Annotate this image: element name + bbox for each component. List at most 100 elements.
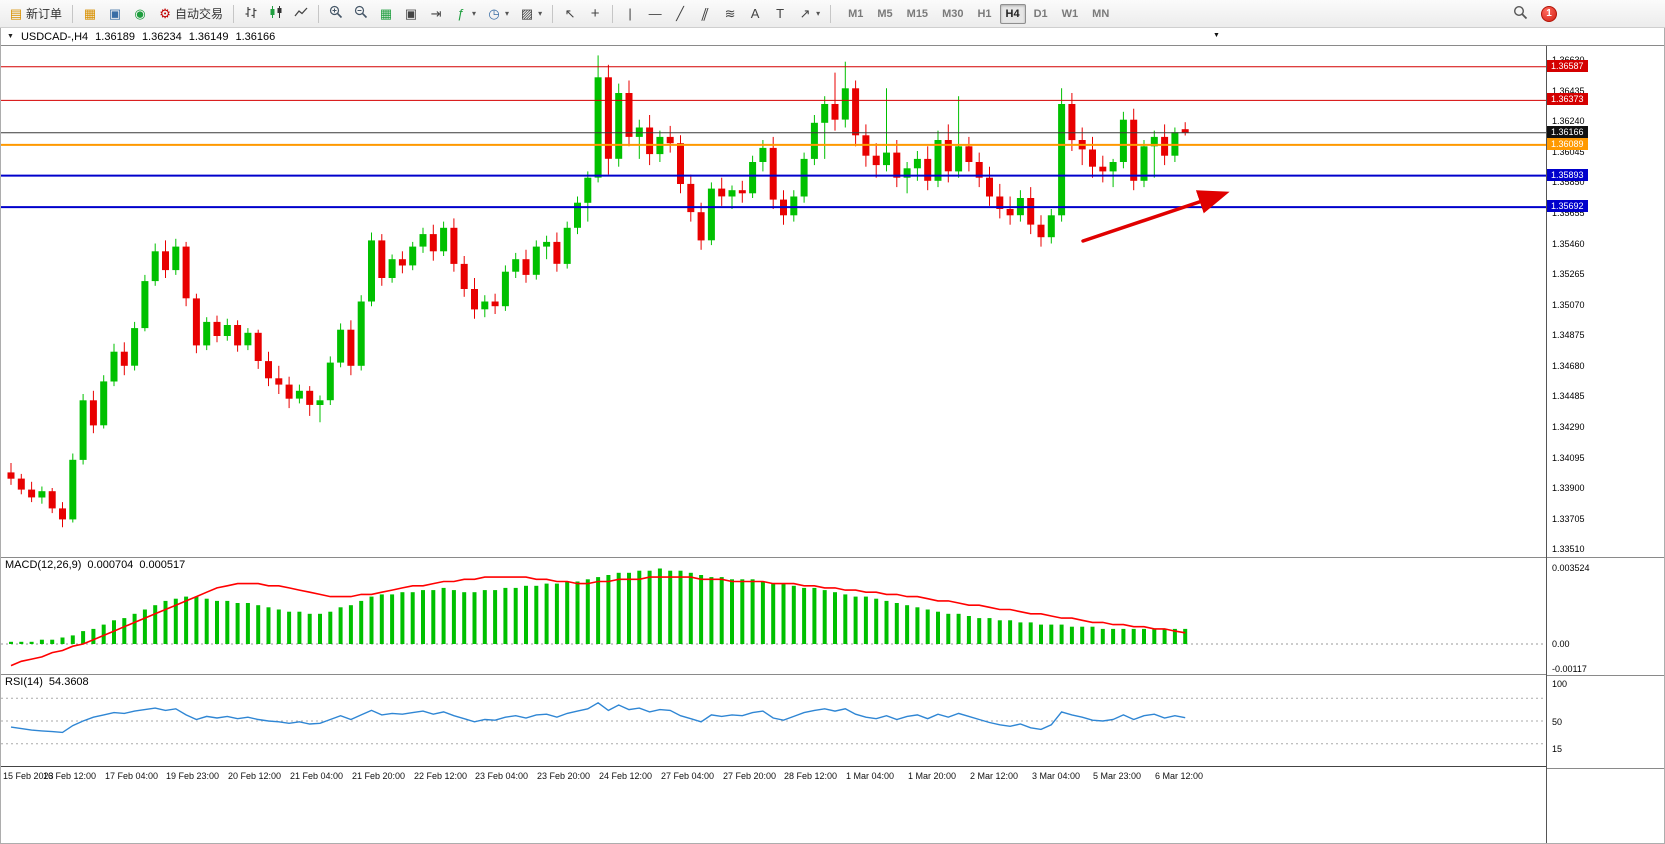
pane-separator bbox=[1547, 557, 1664, 558]
price-badge: 1.36587 bbox=[1547, 59, 1588, 72]
time-axis-label: 27 Feb 20:00 bbox=[723, 771, 777, 781]
pane-separator bbox=[1547, 675, 1664, 676]
macd-name: MACD(12,26,9) bbox=[5, 559, 82, 571]
cursor-button[interactable]: ↖ bbox=[558, 3, 582, 25]
arrows-tool-button[interactable]: ↗ ▾ bbox=[793, 3, 825, 25]
chart-open-value: 1.36189 bbox=[95, 30, 135, 43]
timeframe-m15[interactable]: M15 bbox=[901, 4, 934, 24]
tile-windows-icon: ▦ bbox=[379, 5, 393, 21]
macd-pane[interactable]: MACD(12,26,9) 0.000704 0.000517 bbox=[1, 557, 1546, 674]
chart-close-value: 1.36166 bbox=[235, 30, 276, 43]
candlestick-chart-button[interactable] bbox=[264, 3, 288, 25]
time-axis-label: 1 Mar 20:00 bbox=[908, 771, 957, 781]
chart-window: ▼ USDCAD-,H4 1.36189 1.36234 1.36149 1.3… bbox=[0, 28, 1665, 844]
time-axis-label: 6 Mar 12:00 bbox=[1155, 771, 1204, 781]
time-axis-label: 21 Feb 04:00 bbox=[290, 771, 344, 781]
rsi-axis-label: 100 bbox=[1552, 679, 1568, 689]
price-tick-label: 1.35265 bbox=[1552, 269, 1585, 280]
notification-badge[interactable]: 1 bbox=[1541, 5, 1557, 22]
auto-trading-button[interactable]: ⚙ 自动交易 bbox=[153, 3, 228, 25]
timeframe-d1[interactable]: D1 bbox=[1028, 4, 1054, 24]
chart-shift-icon: ⇥ bbox=[430, 5, 442, 21]
timeframe-h1[interactable]: H1 bbox=[971, 4, 997, 24]
tile-windows-button[interactable]: ▦ bbox=[374, 3, 398, 25]
price-tick-label: 1.34485 bbox=[1552, 391, 1585, 402]
timeframe-m30[interactable]: M30 bbox=[936, 4, 969, 24]
indicators-button[interactable]: ƒ ▾ bbox=[449, 3, 481, 25]
new-order-button[interactable]: ▤ 新订单 bbox=[4, 3, 67, 25]
toolbar-separator bbox=[318, 4, 320, 23]
horizontal-line-icon: — bbox=[648, 5, 662, 21]
rsi-pane[interactable]: RSI(14) 54.3608 bbox=[1, 674, 1546, 766]
data-window-button[interactable]: ▣ bbox=[103, 3, 127, 25]
timeframe-w1[interactable]: W1 bbox=[1056, 4, 1085, 24]
rsi-value: 54.3608 bbox=[48, 676, 89, 688]
candles bbox=[7, 55, 1189, 528]
search-button[interactable] bbox=[1508, 3, 1533, 25]
price-badge: 1.35893 bbox=[1547, 168, 1588, 181]
time-axis-label: 23 Feb 04:00 bbox=[475, 771, 529, 781]
candlestick-chart-icon bbox=[269, 5, 283, 22]
horizontal-level-lines[interactable] bbox=[1, 66, 1546, 209]
time-axis-label: 5 Mar 23:00 bbox=[1093, 771, 1142, 781]
time-axis-label: 19 Feb 23:00 bbox=[166, 771, 220, 781]
market-watch-button[interactable]: ▦ bbox=[78, 3, 102, 25]
trendline-button[interactable]: ╱ bbox=[668, 3, 692, 25]
indicators-icon: ƒ bbox=[457, 5, 465, 21]
price-pane[interactable] bbox=[1, 46, 1546, 557]
price-tick-label: 1.36045 bbox=[1552, 146, 1585, 157]
fibonacci-button[interactable]: ≋ bbox=[718, 3, 742, 25]
toolbar-separator bbox=[552, 4, 554, 23]
header-expand-icon[interactable]: ▼ bbox=[7, 33, 14, 40]
rsi-name: RSI(14) bbox=[5, 676, 43, 688]
channel-button[interactable]: ∥ bbox=[693, 3, 717, 25]
toolbar-separator bbox=[72, 4, 74, 23]
crosshair-icon: + bbox=[590, 4, 600, 22]
chart-low-value: 1.36149 bbox=[188, 30, 229, 43]
time-axis-label: 2 Mar 12:00 bbox=[970, 771, 1019, 781]
rsi-axis-label: 50 bbox=[1552, 717, 1563, 727]
timeframe-mn[interactable]: MN bbox=[1086, 4, 1115, 24]
dropdown-arrow-icon: ▾ bbox=[505, 9, 510, 18]
price-axis[interactable]: 1.366301.364351.362401.360451.358501.356… bbox=[1546, 46, 1664, 843]
label-tool-button[interactable]: T bbox=[768, 3, 792, 25]
trend-arrow-annotation[interactable] bbox=[1081, 190, 1230, 243]
bar-chart-button[interactable] bbox=[239, 3, 263, 25]
time-axis-label: 21 Feb 20:00 bbox=[352, 771, 406, 781]
text-tool-button[interactable]: A bbox=[743, 3, 767, 25]
chart-shift-marker[interactable]: ▼ bbox=[1213, 32, 1220, 39]
timeframe-m1[interactable]: M1 bbox=[842, 4, 869, 24]
time-axis-label: 16 Feb 12:00 bbox=[43, 771, 97, 781]
periods-button[interactable]: ◷ ▾ bbox=[482, 3, 514, 25]
timeframe-h4[interactable]: H4 bbox=[999, 3, 1026, 24]
price-badge: 1.36089 bbox=[1547, 137, 1588, 150]
zoom-in-button[interactable] bbox=[324, 3, 348, 25]
trendline-icon: ╱ bbox=[676, 5, 684, 21]
macd-axis-label: 0.003524 bbox=[1552, 563, 1590, 573]
rsi-axis-label: 15 bbox=[1552, 743, 1563, 754]
cascade-windows-icon: ▣ bbox=[404, 5, 418, 21]
chart-panes: MACD(12,26,9) 0.000704 0.000517 RSI(14) … bbox=[1, 46, 1546, 843]
price-tick-label: 1.34095 bbox=[1552, 452, 1585, 463]
horizontal-line-button[interactable]: — bbox=[643, 3, 667, 25]
cascade-windows-button[interactable]: ▣ bbox=[399, 3, 423, 25]
line-chart-button[interactable] bbox=[289, 3, 313, 25]
price-tick-label: 1.36435 bbox=[1552, 85, 1585, 96]
chart-shift-button[interactable]: ⇥ bbox=[424, 3, 448, 25]
chart-symbol-period: USDCAD-,H4 bbox=[20, 30, 89, 43]
templates-button[interactable]: ▨ ▾ bbox=[515, 3, 547, 25]
macd-label: MACD(12,26,9) 0.000704 0.000517 bbox=[5, 559, 185, 571]
vertical-line-button[interactable]: | bbox=[618, 3, 642, 25]
zoom-out-button[interactable] bbox=[349, 3, 373, 25]
price-badge: 1.36166 bbox=[1547, 125, 1588, 138]
crosshair-button[interactable]: + bbox=[583, 3, 607, 25]
zoom-out-icon bbox=[354, 5, 368, 22]
time-axis-label: 1 Mar 04:00 bbox=[846, 771, 895, 781]
text-tool-icon: A bbox=[750, 5, 760, 21]
time-axis[interactable]: 15 Feb 2023 16 Feb 12:00 17 Feb 04:00 19 Fe… bbox=[1, 766, 1546, 788]
price-badge: 1.36373 bbox=[1547, 93, 1588, 106]
toolbar-separator bbox=[830, 4, 832, 23]
time-axis-label: 23 Feb 20:00 bbox=[537, 771, 591, 781]
timeframe-m5[interactable]: M5 bbox=[871, 4, 898, 24]
signals-button[interactable]: ◉ bbox=[128, 3, 152, 25]
